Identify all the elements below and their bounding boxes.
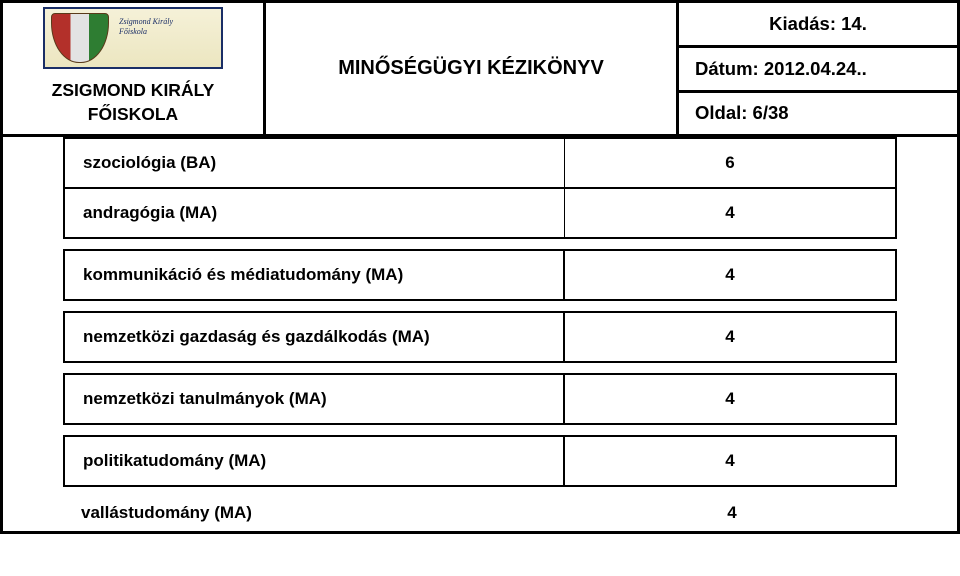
school-name-line1: ZSIGMOND KIRÁLY (52, 80, 215, 100)
document-body: szociológia (BA) 6 andragógia (MA) 4 kom… (0, 134, 960, 534)
table-row: szociológia (BA) 6 (63, 137, 897, 188)
row-value: 4 (567, 497, 897, 523)
row-label: nemzetközi tanulmányok (MA) (65, 375, 565, 423)
row-label: szociológia (BA) (65, 139, 565, 187)
row-value: 4 (565, 189, 895, 237)
school-name-line2: FŐISKOLA (88, 104, 178, 124)
document-title: MINŐSÉGÜGYI KÉZIKÖNYV (266, 3, 679, 134)
row-label: andragógia (MA) (65, 189, 565, 237)
row-value: 4 (565, 313, 895, 361)
row-value: 4 (565, 251, 895, 299)
row-label: kommunikáció és médiatudomány (MA) (65, 251, 565, 299)
crest-shield-icon (51, 13, 109, 63)
row-value: 4 (565, 375, 895, 423)
school-name: ZSIGMOND KIRÁLY FŐISKOLA (52, 79, 215, 126)
header-left-cell: Zsigmond Király Főiskola ZSIGMOND KIRÁLY… (3, 3, 266, 134)
table-row: nemzetközi gazdaság és gazdálkodás (MA) … (63, 311, 897, 363)
school-crest-icon: Zsigmond Király Főiskola (43, 7, 223, 69)
table-row: nemzetközi tanulmányok (MA) 4 (63, 373, 897, 425)
table-row: kommunikáció és médiatudomány (MA) 4 (63, 249, 897, 301)
row-label: nemzetközi gazdaság és gazdálkodás (MA) (65, 313, 565, 361)
crest-text: Zsigmond Király Főiskola (119, 17, 173, 36)
page-cell: Oldal: 6/38 (679, 93, 957, 135)
table-row: vallástudomány (MA) 4 (63, 497, 897, 523)
date-cell: Dátum: 2012.04.24.. (679, 48, 957, 93)
edition-cell: Kiadás: 14. (679, 3, 957, 48)
crest-line-2: Főiskola (119, 27, 147, 36)
row-value: 6 (565, 139, 895, 187)
table-row: andragógia (MA) 4 (63, 188, 897, 239)
row-label: vallástudomány (MA) (63, 497, 567, 523)
crest-line-1: Zsigmond Király (119, 17, 173, 26)
header-meta: Kiadás: 14. Dátum: 2012.04.24.. Oldal: 6… (679, 3, 957, 134)
table-row: politikatudomány (MA) 4 (63, 435, 897, 487)
document-header: Zsigmond Király Főiskola ZSIGMOND KIRÁLY… (0, 0, 960, 134)
row-value: 4 (565, 437, 895, 485)
row-label: politikatudomány (MA) (65, 437, 565, 485)
